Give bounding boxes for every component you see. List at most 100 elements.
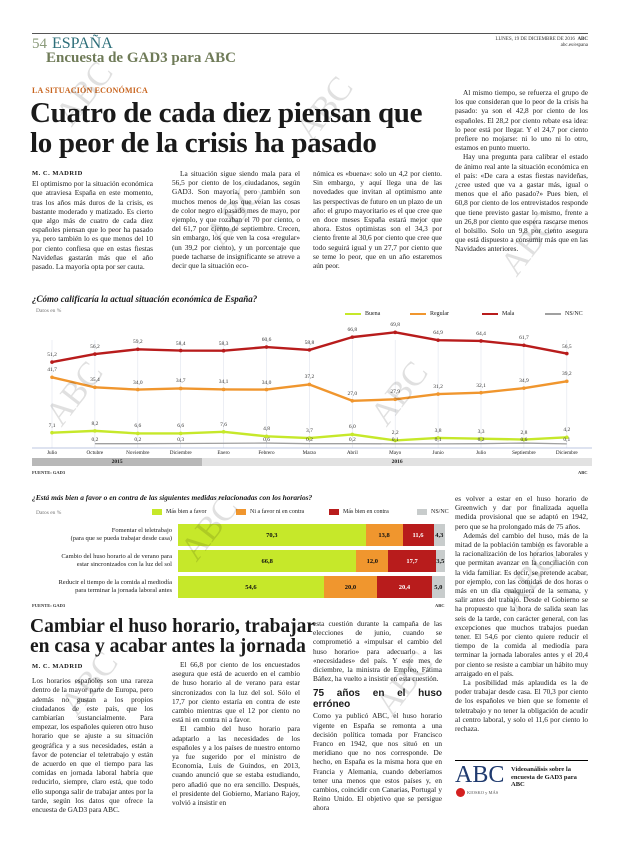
data-label: 27,9 [390, 389, 400, 396]
data-label: 34,1 [218, 379, 229, 386]
bar-segment: 20,4 [377, 576, 432, 598]
x-tick-label: Febrero [258, 450, 275, 456]
data-point [350, 432, 355, 437]
year-band [32, 458, 203, 466]
series-line-ns-nc [94, 442, 567, 445]
article1-col3: nómica es «buena»: solo un 4,2 por cient… [313, 169, 442, 270]
category-label-line: Reducir el tiempo de la comida al mediod… [58, 579, 172, 586]
data-point [436, 392, 440, 396]
data-label: 4,8 [263, 426, 270, 433]
data-label: 34,0 [261, 379, 272, 386]
data-label: 7,1 [48, 422, 56, 429]
chart1-credit: ABC [578, 470, 588, 475]
x-tick-label: Julio [475, 450, 487, 456]
bar-segment: 54,6 [178, 576, 324, 598]
data-point [307, 382, 312, 387]
data-point [136, 431, 140, 436]
paragraph: Los horarios españoles son una rareza de… [32, 676, 153, 815]
data-label: 56,5 [561, 343, 572, 350]
article2-col4: es volver a estar en el huso horario de … [455, 494, 588, 733]
kicker: LA SITUACIÓN ECONÓMICA [32, 86, 148, 95]
data-label: 60,6 [261, 337, 272, 344]
x-tick-label: Abril [346, 450, 358, 456]
article1-col2: La situación sigue siendo mala para el 5… [172, 169, 300, 270]
paragraph: El 66,8 por ciento de los encuestados as… [172, 660, 300, 725]
data-label: 69,8 [390, 322, 400, 329]
year-label: 2015 [111, 458, 123, 465]
data-label: 8,2 [91, 420, 99, 427]
data-label: 34,9 [519, 378, 529, 385]
kiosko-icon [456, 788, 465, 797]
data-label: 3,8 [434, 427, 442, 434]
chart2-credit: ABC [435, 603, 445, 608]
data-point [307, 348, 312, 352]
data-point [522, 343, 526, 348]
article2-col3: esta cuestión durante la campaña de las … [313, 619, 442, 813]
legend-label: Mala [502, 311, 515, 317]
data-point [221, 430, 226, 434]
data-point [350, 399, 355, 403]
data-label: 56,2 [90, 344, 100, 351]
data-point [479, 339, 483, 343]
data-label: 32,1 [476, 382, 486, 389]
data-point [136, 387, 140, 392]
data-point [565, 351, 569, 356]
data-point [264, 345, 269, 349]
data-label: 0,1 [434, 437, 442, 443]
data-point [136, 347, 140, 352]
data-label: 2,8 [520, 429, 528, 436]
data-point [178, 431, 183, 436]
data-label: 7,6 [220, 421, 228, 428]
data-point [221, 348, 226, 353]
data-label: 31,2 [433, 384, 443, 391]
bar-segment: 20,0 [323, 576, 378, 598]
x-tick-label: Octubre [86, 450, 104, 456]
legend-item: Más bien a favor [152, 509, 207, 515]
data-point [522, 437, 526, 442]
paragraph: La situación sigue siendo mala para el 5… [172, 169, 300, 271]
category-label: Reducir el tiempo de la comida al mediod… [22, 579, 172, 595]
section-title: ESPAÑA [52, 35, 113, 52]
byline: M. C. MADRID [32, 170, 83, 177]
chart2-title: ¿Está más bien a favor o en contra de la… [32, 493, 313, 502]
promo-text[interactable]: Videoanálisis sobre la encuesta de GAD3 … [511, 766, 577, 788]
data-label: 64,9 [433, 330, 443, 337]
legend-label: Ni a favor ni en contra [250, 509, 305, 515]
video-promo[interactable]: ABC KIOSKO y MÁS Videoanálisis sobre la … [455, 763, 590, 803]
data-label: 2,2 [391, 430, 399, 437]
data-point [178, 386, 183, 391]
legend-label: NS/NC [431, 509, 449, 515]
data-label: 6,6 [177, 423, 185, 430]
data-label: 0,2 [305, 437, 313, 443]
x-tick-label: Enero [217, 450, 230, 456]
legend-label: Más bien a favor [166, 509, 207, 515]
bar-segment: 12,0 [356, 550, 389, 572]
data-point [307, 436, 312, 440]
legend-label: Buena [365, 311, 381, 317]
bar-segment: 11,6 [402, 524, 434, 546]
data-label: 6,0 [348, 424, 356, 431]
x-tick-label: Junio [432, 450, 444, 456]
article2-col2: El 66,8 por ciento de los encuestados as… [172, 660, 300, 807]
data-label: 6,6 [134, 423, 142, 430]
bar-segment: 66,8 [178, 550, 357, 572]
article2-col1: M. C. MADRID Los horarios españoles son … [32, 662, 153, 814]
data-point [350, 335, 355, 339]
data-label: 61,7 [519, 335, 529, 342]
article1-col4: Al mismo tiempo, se refuerza el grupo de… [455, 88, 588, 254]
web-link[interactable]: abc.es/espana [560, 43, 588, 48]
paragraph: nómica es «buena»: solo un 4,2 por cient… [313, 169, 442, 271]
header-rule [32, 33, 588, 34]
headline-2: Cambiar el huso horario, trabajar en cas… [30, 616, 315, 657]
legend-swatch [345, 313, 361, 315]
abc-logo: ABC [455, 762, 505, 788]
data-point [436, 338, 440, 342]
brand: ABC [577, 37, 588, 42]
legend-swatch [417, 509, 427, 515]
legend-swatch [236, 509, 246, 515]
data-point [50, 360, 54, 364]
bar-segment: 4,3 [433, 524, 445, 546]
data-point [565, 379, 569, 384]
headline: Cuatro de cada diez piensan que lo peor … [30, 97, 423, 159]
